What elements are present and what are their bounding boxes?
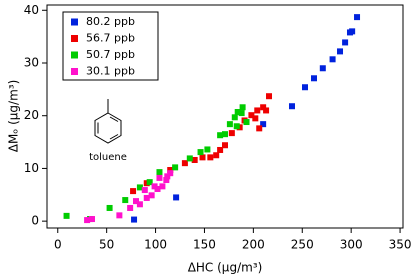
marker bbox=[173, 194, 180, 201]
legend-label: 50.7 ppb bbox=[86, 48, 135, 61]
legend-label: 80.2 ppb bbox=[86, 15, 135, 28]
y-tick-label: 0 bbox=[31, 214, 39, 228]
marker bbox=[260, 121, 267, 128]
marker bbox=[228, 130, 235, 137]
marker bbox=[217, 146, 224, 153]
x-axis-label: ΔHC (µg/m³) bbox=[188, 261, 263, 275]
plot-frame bbox=[46, 4, 404, 229]
y-tick-label: 40 bbox=[24, 3, 39, 17]
marker bbox=[288, 103, 295, 110]
legend-swatch bbox=[71, 68, 78, 75]
marker bbox=[199, 154, 206, 161]
marker bbox=[159, 183, 166, 190]
marker bbox=[234, 109, 241, 116]
marker bbox=[63, 212, 70, 219]
legend-label: 30.1 ppb bbox=[86, 65, 135, 78]
marker bbox=[263, 107, 270, 114]
marker bbox=[122, 197, 129, 204]
marker bbox=[226, 121, 233, 128]
marker bbox=[164, 173, 171, 180]
marker bbox=[222, 131, 228, 138]
marker bbox=[207, 154, 214, 161]
marker bbox=[167, 167, 174, 174]
marker bbox=[84, 217, 91, 224]
marker bbox=[116, 212, 123, 219]
x-tick-label: 250 bbox=[291, 238, 314, 252]
y-tick-label: 20 bbox=[24, 108, 39, 122]
marker bbox=[231, 114, 238, 121]
marker bbox=[342, 39, 349, 46]
marker bbox=[233, 123, 240, 130]
y-tick-label: 10 bbox=[24, 161, 39, 175]
legend-swatch bbox=[71, 51, 78, 59]
x-tick-label: 150 bbox=[193, 238, 216, 252]
y-tick-label: 30 bbox=[24, 55, 39, 69]
marker bbox=[222, 142, 228, 149]
marker bbox=[354, 14, 361, 21]
marker bbox=[213, 152, 220, 159]
marker bbox=[239, 104, 246, 111]
x-tick-label: 300 bbox=[340, 238, 363, 252]
marker bbox=[266, 93, 273, 100]
x-tick-label: 100 bbox=[144, 238, 167, 252]
marker bbox=[243, 119, 250, 126]
marker bbox=[349, 28, 356, 35]
marker bbox=[131, 216, 138, 223]
marker bbox=[204, 146, 211, 153]
y-axis-label: ΔMₒ (µg/m³) bbox=[7, 80, 21, 153]
annotation: toluene bbox=[89, 152, 127, 163]
marker bbox=[156, 169, 163, 176]
marker bbox=[191, 156, 198, 163]
marker bbox=[186, 155, 193, 162]
marker bbox=[172, 164, 179, 171]
marker bbox=[252, 115, 259, 122]
legend: 80.2 ppb 56.7 ppb 50.7 ppb 30.1 ppb bbox=[62, 11, 159, 81]
marker bbox=[197, 149, 204, 156]
marker bbox=[163, 177, 170, 184]
marker bbox=[256, 125, 263, 132]
marker bbox=[127, 204, 134, 211]
marker bbox=[217, 132, 224, 139]
marker bbox=[181, 160, 188, 167]
legend-box bbox=[62, 11, 159, 81]
legend-swatch bbox=[71, 18, 78, 26]
toluene-structure bbox=[94, 99, 122, 144]
x-tick-label: 50 bbox=[99, 238, 114, 252]
marker bbox=[106, 204, 113, 211]
legend-swatch bbox=[71, 35, 78, 42]
marker bbox=[88, 216, 95, 223]
marker bbox=[130, 188, 137, 195]
marker bbox=[136, 184, 143, 191]
x-tick-label: 200 bbox=[242, 238, 265, 252]
marker bbox=[151, 183, 158, 190]
x-tick-label: 350 bbox=[389, 238, 412, 252]
marker bbox=[133, 198, 139, 205]
marker bbox=[319, 65, 326, 72]
marker bbox=[302, 84, 309, 91]
marker bbox=[337, 48, 344, 55]
marker bbox=[167, 170, 174, 177]
marker bbox=[238, 110, 245, 117]
marker bbox=[311, 75, 317, 82]
marker bbox=[248, 112, 255, 119]
marker bbox=[146, 179, 153, 186]
legend-label: 56.7 ppb bbox=[86, 32, 135, 45]
marker bbox=[143, 194, 150, 201]
marker bbox=[148, 192, 155, 199]
marker bbox=[254, 107, 261, 114]
marker bbox=[141, 187, 148, 194]
marker bbox=[156, 174, 163, 181]
x-tick-label: 0 bbox=[54, 238, 62, 252]
marker bbox=[260, 104, 267, 111]
marker bbox=[136, 201, 143, 208]
marker bbox=[329, 56, 336, 63]
